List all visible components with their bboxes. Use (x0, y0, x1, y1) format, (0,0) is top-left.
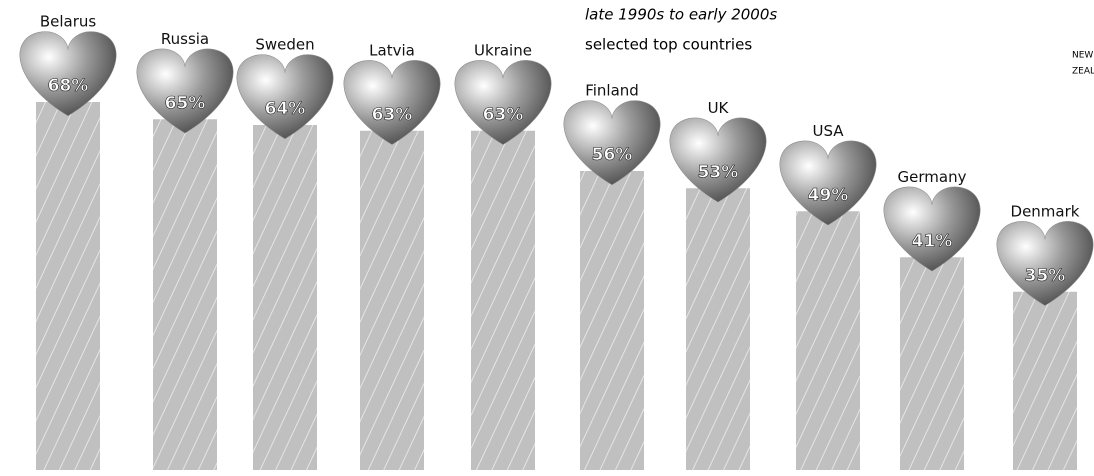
heart (670, 118, 766, 202)
value-label: 53% (698, 162, 739, 182)
map-label: NEW (1072, 51, 1093, 61)
country-label: Sweden (255, 36, 314, 54)
heart (997, 221, 1093, 305)
country-label: Ukraine (474, 41, 532, 59)
country-label: Denmark (1011, 202, 1080, 220)
heart (20, 32, 116, 116)
heart (237, 55, 333, 139)
note: selected top countries (585, 36, 752, 54)
bar (360, 131, 424, 470)
value-label: 65% (165, 93, 206, 113)
value-label: 68% (48, 76, 89, 96)
heart (564, 101, 660, 185)
map-label: ZEALAND (1072, 67, 1094, 77)
value-label: 63% (372, 105, 413, 125)
value-label: 64% (265, 99, 306, 119)
country-label: Germany (898, 168, 967, 186)
bar (580, 171, 644, 470)
bar (796, 211, 860, 470)
chart: late 1990s to early 2000s selected top c… (0, 0, 1094, 476)
subtitle: late 1990s to early 2000s (585, 6, 777, 24)
bar (153, 119, 217, 470)
value-label: 63% (483, 105, 524, 125)
heart (137, 49, 233, 133)
country-label: USA (812, 122, 844, 140)
bar (471, 131, 535, 470)
heart (780, 141, 876, 225)
heart (344, 60, 440, 144)
value-label: 35% (1025, 266, 1066, 286)
bar (253, 125, 317, 470)
country-label: Belarus (40, 13, 97, 31)
value-label: 41% (912, 231, 953, 251)
country-label: Latvia (369, 41, 415, 59)
country-label: Finland (585, 82, 639, 100)
bar (36, 102, 100, 470)
bar (686, 188, 750, 470)
bar (1013, 292, 1077, 470)
country-label: Russia (161, 30, 209, 48)
value-label: 56% (592, 145, 633, 165)
value-label: 49% (808, 185, 849, 205)
bar (900, 257, 964, 470)
heart (884, 187, 980, 271)
heart (455, 60, 551, 144)
country-label: UK (708, 99, 730, 117)
